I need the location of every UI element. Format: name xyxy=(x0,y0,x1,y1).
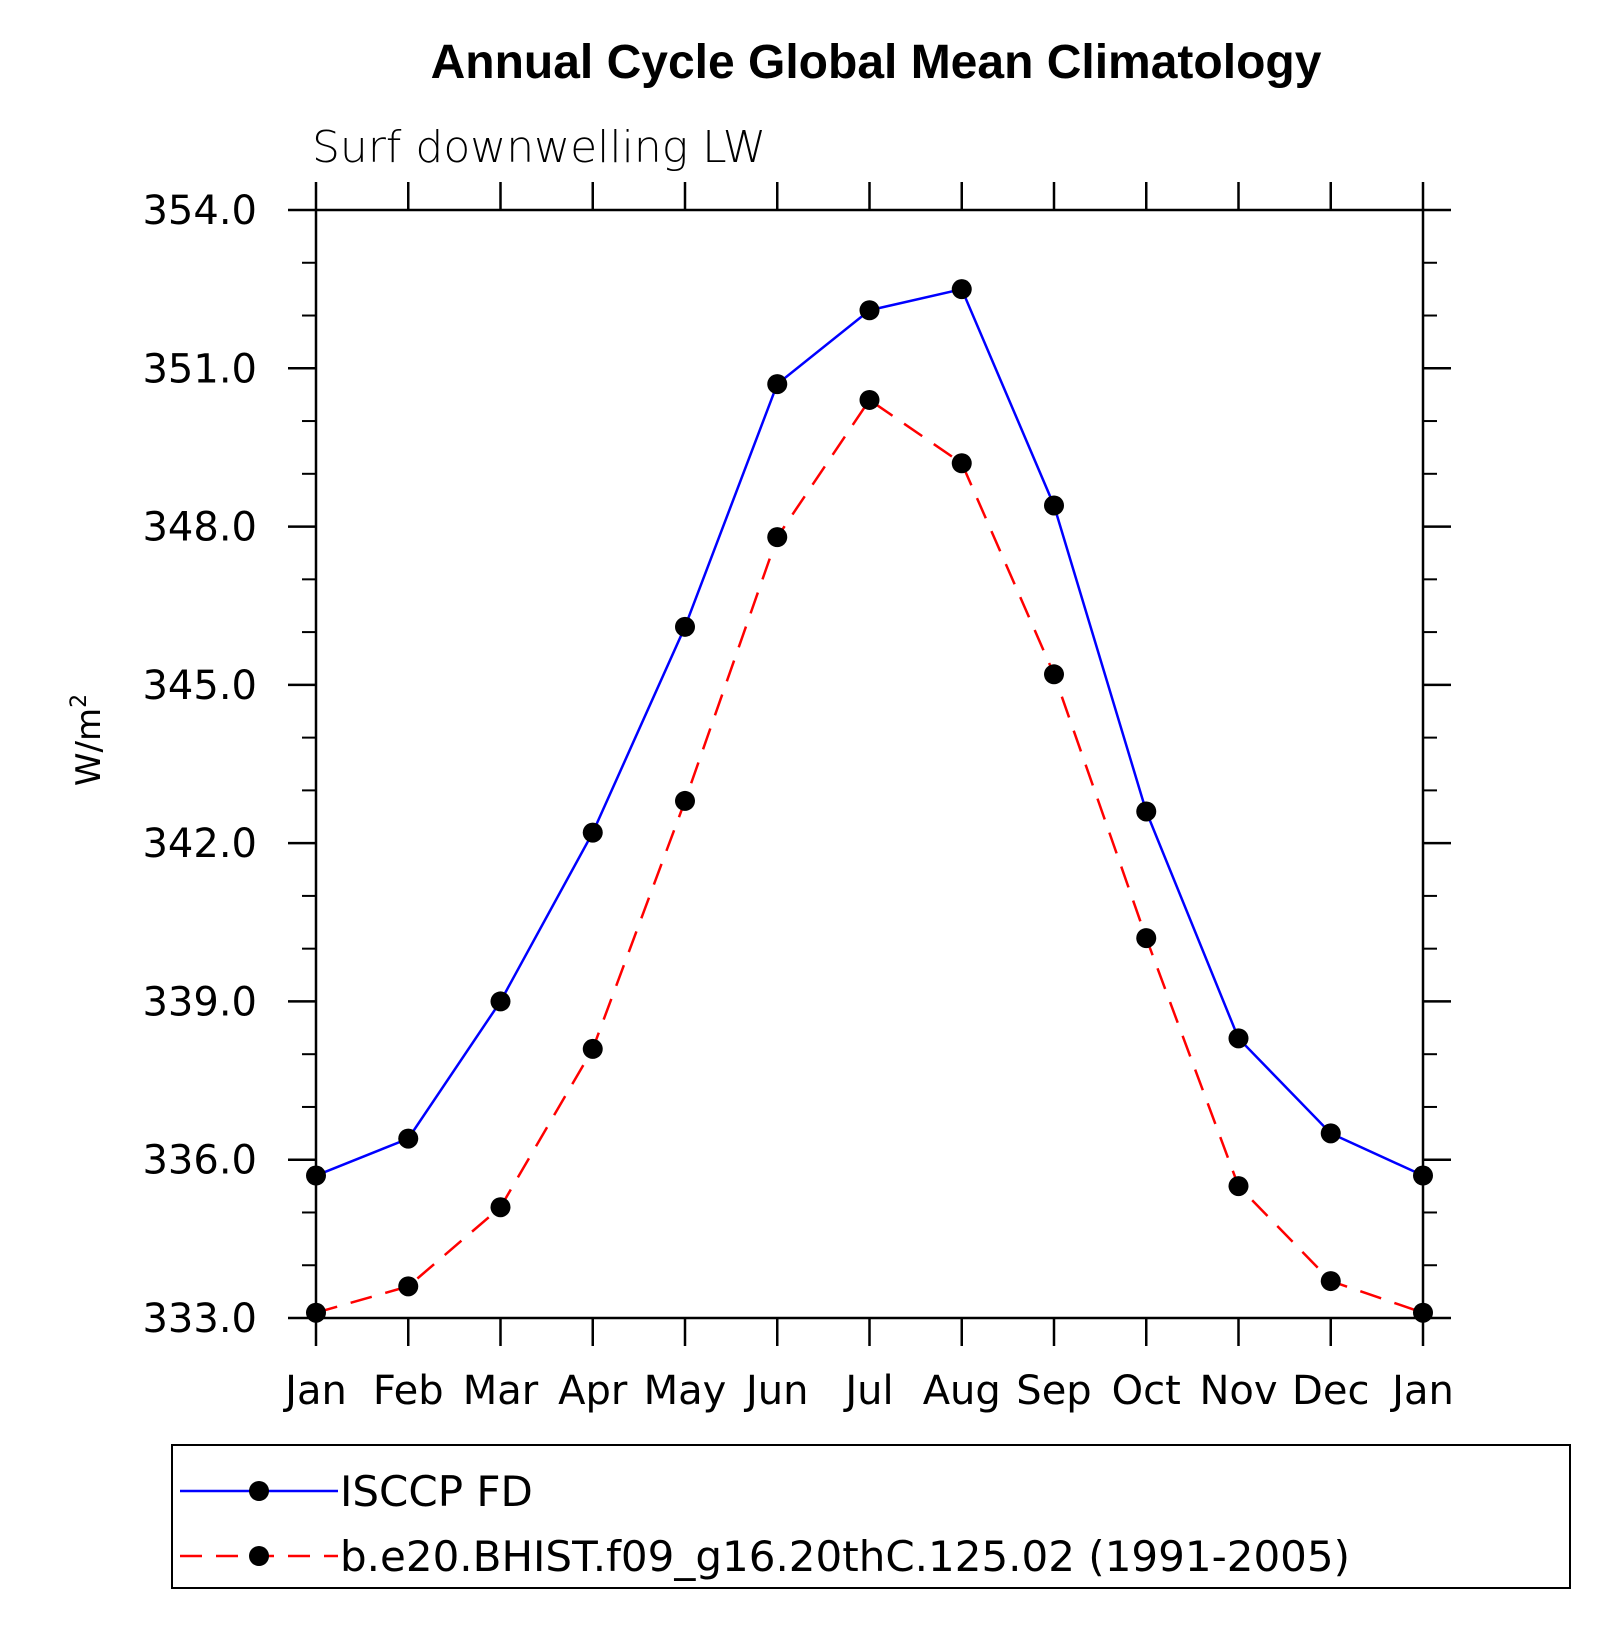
data-point xyxy=(398,1128,419,1149)
x-tick-label: Mar xyxy=(463,1368,539,1414)
y-axis-label: W/m2 xyxy=(67,694,109,786)
x-tick-label: Oct xyxy=(1112,1368,1181,1414)
x-tick-label: Jan xyxy=(1389,1368,1454,1414)
x-tick-label: Jul xyxy=(842,1368,893,1414)
legend-box xyxy=(171,1444,1571,1589)
series-2 xyxy=(306,389,1433,1323)
legend-label: ISCCP FD xyxy=(340,1467,533,1516)
y-tick-label: 354.0 xyxy=(142,188,257,234)
plot-frame xyxy=(314,208,1425,1320)
data-point xyxy=(1228,1176,1249,1197)
x-tick-label: May xyxy=(644,1368,727,1414)
data-point xyxy=(859,300,880,321)
data-point xyxy=(767,527,788,548)
y-axis-label-unit: W/m xyxy=(69,708,109,786)
data-point xyxy=(1320,1123,1341,1144)
x-tick-label: Apr xyxy=(558,1368,628,1414)
x-tick-label: Dec xyxy=(1292,1368,1369,1414)
data-point xyxy=(1136,801,1157,822)
y-tick-label: 342.0 xyxy=(142,821,257,867)
y-tick-label: 348.0 xyxy=(142,505,257,551)
svg-text:W/m2: W/m2 xyxy=(67,694,109,786)
series-line xyxy=(315,398,1424,1314)
data-point xyxy=(582,1038,603,1059)
legend-label: b.e20.BHIST.f09_g16.20thC.125.02 (1991-2… xyxy=(340,1532,1350,1581)
data-point xyxy=(675,790,695,811)
x-tick-label: Feb xyxy=(373,1368,444,1414)
data-point xyxy=(675,616,695,637)
chart-subtitle: Surf downwelling LW xyxy=(312,122,766,173)
data-point xyxy=(1044,495,1064,516)
data-point xyxy=(951,279,972,300)
data-point xyxy=(490,991,511,1012)
data-point xyxy=(767,374,788,395)
data-point xyxy=(1228,1028,1249,1049)
series-layer xyxy=(306,279,1433,1323)
y-axis-label-exponent: 2 xyxy=(67,694,92,708)
data-point xyxy=(1413,1302,1433,1323)
data-point xyxy=(1136,928,1157,949)
data-point xyxy=(1413,1165,1433,1186)
x-tick-label: Jun xyxy=(743,1368,809,1414)
data-point xyxy=(582,822,603,843)
data-point xyxy=(490,1197,511,1218)
data-point xyxy=(951,453,972,474)
plot-area: 333.0 336.0 339.0 342.0 345.0 348.0 351.0 354.0… xyxy=(142,182,1454,1414)
x-tick-label: Nov xyxy=(1199,1368,1277,1414)
legend-marker xyxy=(249,1546,269,1566)
y-tick-label: 333.0 xyxy=(142,1296,257,1342)
series-1 xyxy=(306,279,1433,1186)
y-tick-label: 345.0 xyxy=(142,663,257,709)
data-point xyxy=(306,1165,326,1186)
legend-marker xyxy=(249,1481,269,1501)
legend: ISCCP FD b.e20.BHIST.f09_g16.20thC.125.02… xyxy=(171,1444,1571,1589)
data-point xyxy=(306,1302,326,1323)
x-tick-label: Aug xyxy=(923,1368,1001,1414)
x-tick-label: Sep xyxy=(1016,1368,1091,1414)
data-point xyxy=(398,1276,419,1297)
data-point xyxy=(1320,1271,1341,1292)
y-tick-label: 351.0 xyxy=(142,346,257,392)
series-line xyxy=(315,287,1424,1177)
data-point xyxy=(859,389,880,410)
x-tick-label: Jan xyxy=(282,1368,347,1414)
y-tick-label: 336.0 xyxy=(142,1138,257,1184)
y-tick-label: 339.0 xyxy=(142,979,257,1025)
chart-title: Annual Cycle Global Mean Climatology xyxy=(431,36,1322,89)
data-point xyxy=(1044,664,1064,685)
